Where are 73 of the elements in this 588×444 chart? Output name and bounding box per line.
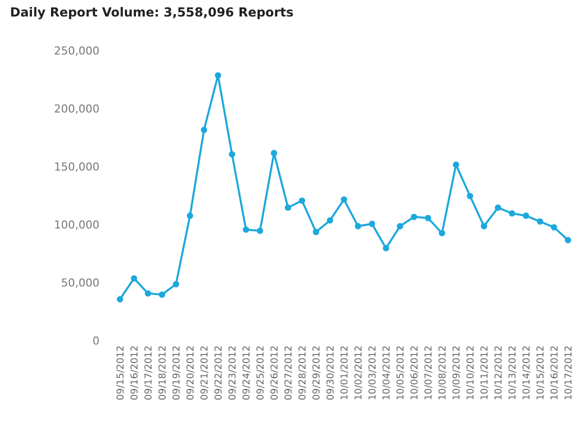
y-tick-label: 250,000 [54, 44, 100, 58]
point [396, 223, 404, 230]
x-tick-label: 10/08/2012 [438, 346, 448, 400]
x-tick-label: 09/17/2012 [144, 346, 154, 400]
point [144, 290, 152, 297]
x-tick-label: 10/16/2012 [550, 346, 560, 400]
x-tick-label: 10/11/2012 [480, 346, 490, 400]
chart-title: Daily Report Volume: 3,558,096 Reports [10, 4, 294, 20]
y-tick-label: 50,000 [61, 276, 100, 290]
point [494, 204, 502, 211]
x-tick-label: 09/20/2012 [186, 346, 196, 400]
point [298, 197, 306, 204]
x-tick-label: 09/15/2012 [116, 346, 126, 400]
point [354, 223, 362, 230]
point [368, 220, 376, 227]
point [480, 223, 488, 230]
x-tick-label: 10/07/2012 [424, 346, 434, 400]
point [564, 236, 572, 244]
x-tick-label: 10/14/2012 [522, 346, 532, 400]
point [312, 228, 320, 236]
x-tick-label: 10/13/2012 [508, 346, 518, 400]
x-tick-label: 09/19/2012 [172, 346, 182, 400]
point [214, 72, 222, 79]
point [522, 212, 530, 219]
point [200, 126, 208, 134]
point [270, 150, 278, 156]
x-tick-label: 09/25/2012 [256, 346, 266, 400]
x-tick-label: 09/24/2012 [242, 346, 252, 400]
point [130, 275, 138, 282]
x-tick-label: 09/26/2012 [270, 346, 280, 400]
point [228, 151, 236, 158]
x-tick-label: 10/12/2012 [494, 346, 504, 400]
x-tick-label: 09/29/2012 [312, 346, 322, 400]
x-tick-label: 09/27/2012 [284, 346, 294, 400]
point [340, 196, 348, 203]
x-tick-label: 10/17/2012 [564, 346, 574, 400]
y-tick-label: 100,000 [54, 218, 100, 232]
point [536, 218, 544, 225]
y-tick-label: 200,000 [54, 102, 100, 116]
point [508, 210, 516, 217]
x-tick-label: 10/09/2012 [452, 346, 462, 400]
point [466, 192, 474, 200]
x-tick-label: 09/22/2012 [214, 346, 224, 400]
point [158, 291, 166, 298]
x-tick-label: 09/16/2012 [130, 346, 140, 400]
x-tick-label: 10/04/2012 [382, 346, 392, 400]
point [326, 217, 334, 224]
x-tick-label: 09/21/2012 [200, 346, 210, 400]
x-tick-label: 10/03/2012 [368, 346, 378, 400]
y-tick-label: 0 [92, 334, 100, 348]
x-tick-label: 09/18/2012 [158, 346, 168, 400]
point [284, 204, 292, 211]
x-tick-label: 09/23/2012 [228, 346, 238, 400]
point [424, 214, 432, 222]
point [186, 212, 194, 219]
x-tick-label: 09/28/2012 [298, 346, 308, 400]
x-tick-label: 09/30/2012 [326, 346, 336, 400]
point [172, 281, 180, 288]
point [452, 162, 460, 168]
point [438, 230, 446, 236]
point [116, 296, 124, 302]
point [550, 224, 558, 230]
x-tick-label: 10/06/2012 [410, 346, 420, 400]
x-tick-label: 10/05/2012 [396, 346, 406, 400]
x-tick-label: 10/01/2012 [340, 346, 350, 400]
point [410, 214, 418, 220]
y-tick-label: 150,000 [54, 160, 100, 174]
x-tick-label: 10/15/2012 [536, 346, 546, 400]
point [242, 226, 250, 233]
point [382, 245, 390, 252]
point [256, 228, 264, 234]
x-tick-label: 10/10/2012 [466, 346, 476, 400]
x-tick-label: 10/02/2012 [354, 346, 364, 400]
